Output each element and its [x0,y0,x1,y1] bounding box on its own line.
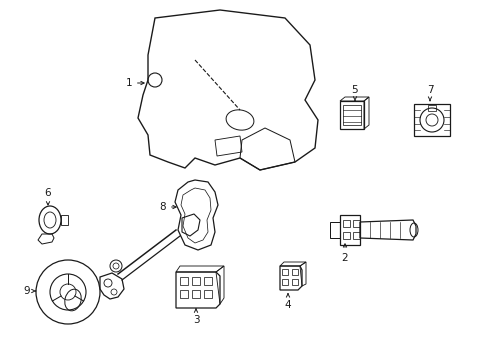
Bar [180,277,187,285]
Bar [291,279,297,285]
Text: 9: 9 [23,286,36,296]
Bar [291,269,297,275]
Bar [352,220,359,227]
Bar [352,232,359,239]
Text: 1: 1 [125,78,144,88]
Text: 6: 6 [44,188,51,205]
Bar [427,105,435,111]
Bar [203,277,212,285]
Text: 3: 3 [192,309,199,325]
Bar [413,104,449,136]
Text: 4: 4 [284,294,291,310]
Bar [342,232,349,239]
Bar [192,277,200,285]
Bar [342,220,349,227]
Bar [192,290,200,298]
Bar [282,279,287,285]
Text: 5: 5 [351,85,358,100]
Bar [282,269,287,275]
Text: 2: 2 [341,244,347,263]
Text: 8: 8 [159,202,176,212]
Bar [180,290,187,298]
Text: 7: 7 [426,85,432,101]
Bar [203,290,212,298]
